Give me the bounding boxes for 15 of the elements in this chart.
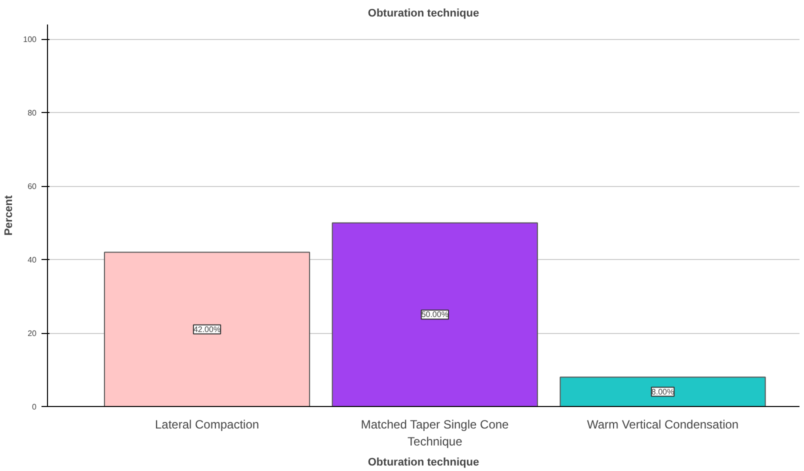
x-tick-label: Lateral Compaction bbox=[154, 418, 260, 432]
y-tick-label: 80 bbox=[28, 108, 38, 118]
x-tick-label: Warm Vertical Condensation bbox=[586, 418, 739, 432]
bar bbox=[332, 222, 538, 406]
y-axis-title: Percent bbox=[3, 194, 16, 236]
chart-title: Obturation technique bbox=[368, 8, 480, 20]
bar bbox=[104, 252, 310, 406]
y-tick-label: 0 bbox=[32, 402, 38, 412]
y-tick-label: 20 bbox=[28, 329, 38, 338]
y-tick-label: 100 bbox=[23, 35, 38, 44]
x-tick-label: Matched Taper Single Cone Technique bbox=[360, 418, 510, 448]
x-axis-title: Obturation technique bbox=[368, 456, 480, 468]
y-tick-label: 60 bbox=[28, 182, 38, 192]
bar bbox=[560, 376, 766, 406]
y-tick-label: 40 bbox=[28, 256, 38, 265]
